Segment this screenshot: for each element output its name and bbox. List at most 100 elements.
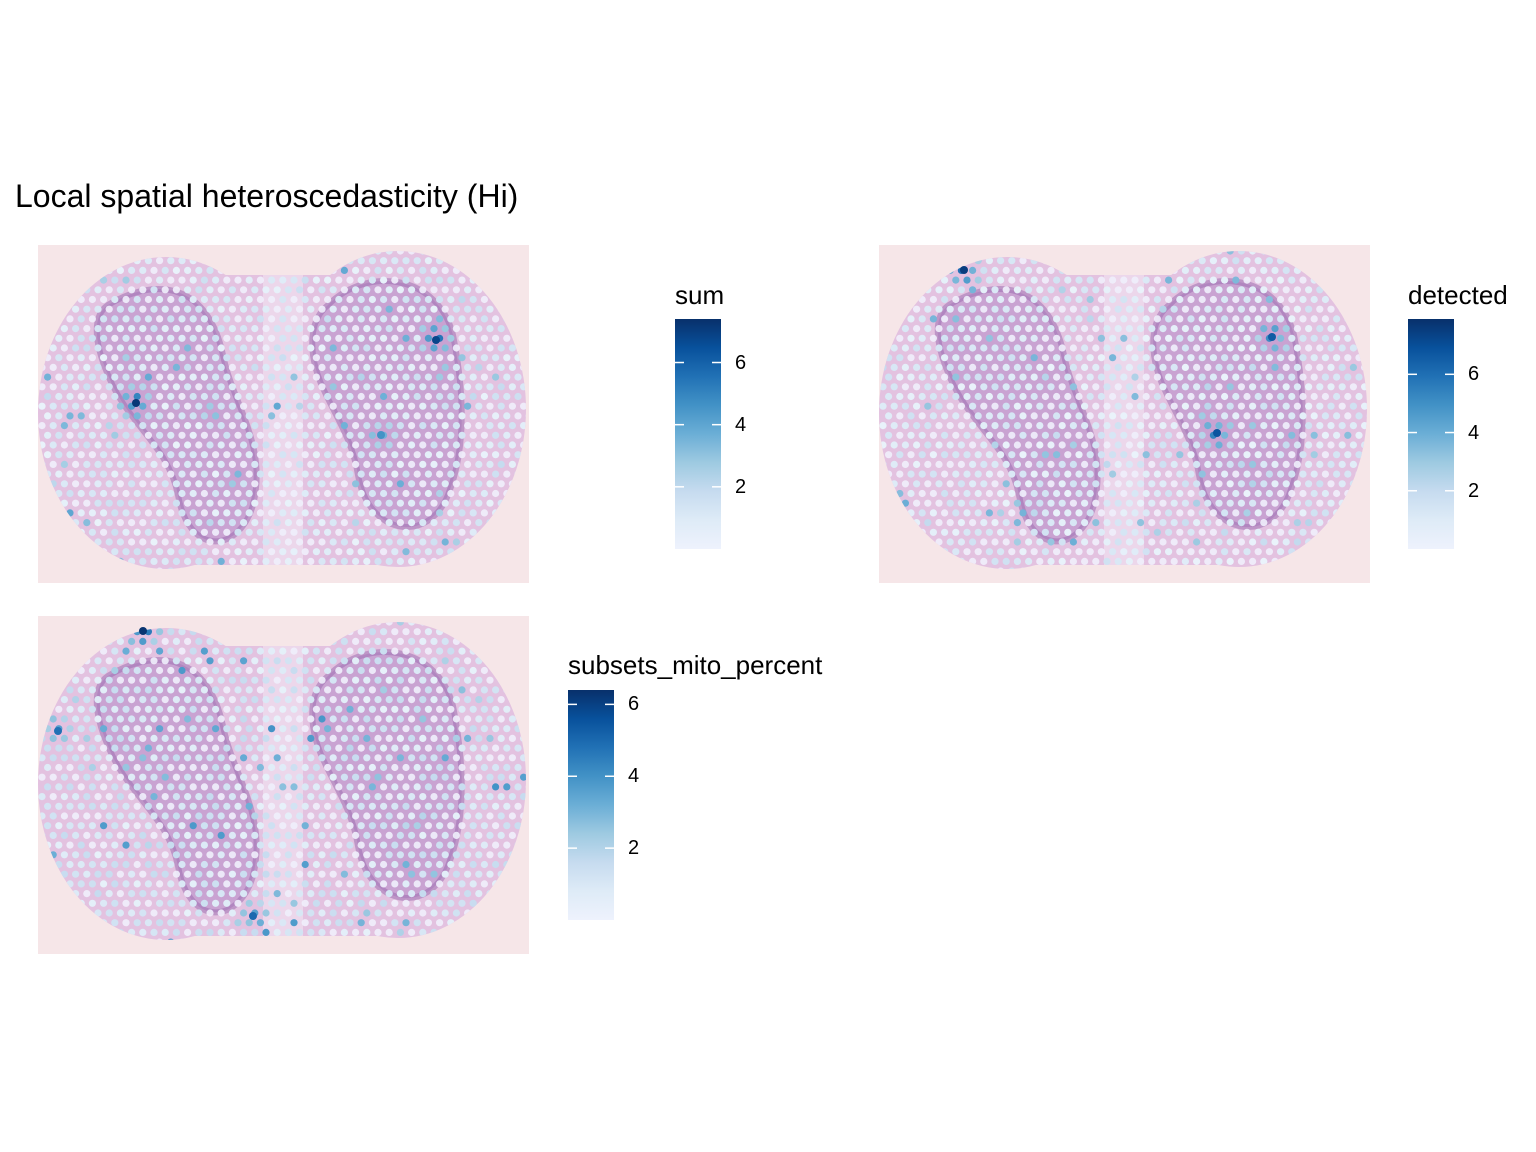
spot	[100, 841, 108, 849]
spot	[77, 392, 85, 401]
spot	[284, 402, 292, 410]
spot	[161, 441, 169, 449]
spot	[430, 305, 438, 313]
spot	[212, 763, 220, 772]
spot	[128, 909, 136, 917]
spot	[1086, 509, 1094, 517]
spot	[469, 744, 477, 752]
spot	[1221, 315, 1229, 323]
spot	[1254, 412, 1262, 420]
spot	[480, 860, 488, 869]
spot	[430, 851, 438, 859]
spot	[1013, 286, 1021, 294]
spot	[924, 441, 932, 449]
spot	[116, 441, 124, 449]
spot	[49, 460, 57, 468]
spot	[492, 354, 500, 362]
spot	[111, 315, 119, 323]
spot	[469, 451, 477, 459]
spot	[268, 919, 276, 927]
spot	[503, 412, 511, 420]
spot	[419, 928, 427, 936]
spot	[402, 548, 410, 556]
spot	[217, 754, 225, 762]
spot	[156, 470, 164, 478]
spot	[1030, 548, 1038, 556]
spot	[419, 657, 427, 665]
spot	[228, 696, 236, 704]
spot	[133, 744, 141, 752]
spot	[458, 880, 466, 888]
spot	[1215, 325, 1223, 333]
spot	[963, 412, 971, 420]
spot	[1081, 499, 1089, 507]
spot	[436, 705, 444, 713]
spot	[256, 783, 264, 791]
spot	[296, 715, 304, 723]
spot	[1355, 451, 1363, 459]
spot	[1310, 528, 1318, 536]
spot	[1165, 295, 1173, 304]
spot	[1232, 451, 1240, 459]
spot	[1103, 519, 1111, 527]
spot	[1260, 519, 1268, 527]
spot	[66, 705, 74, 713]
spot	[296, 773, 304, 781]
spot	[1131, 431, 1139, 439]
spot	[969, 286, 977, 294]
spot	[402, 431, 410, 439]
spot	[340, 402, 348, 410]
spot	[380, 802, 388, 810]
spot	[1125, 402, 1133, 410]
spot	[262, 831, 270, 839]
spot	[396, 754, 404, 762]
spot	[486, 870, 494, 878]
spot	[1069, 286, 1077, 294]
spot	[997, 548, 1005, 556]
spot	[396, 851, 404, 859]
spot	[279, 431, 287, 439]
spot	[94, 441, 102, 449]
spot	[94, 363, 102, 371]
spot	[985, 334, 993, 342]
spot	[335, 548, 343, 556]
spot	[77, 802, 85, 810]
spot	[273, 363, 281, 371]
spot	[430, 519, 438, 527]
spot	[1181, 286, 1189, 294]
spot	[458, 470, 466, 478]
spot	[335, 822, 343, 830]
spot	[273, 734, 281, 742]
spot	[1103, 499, 1111, 507]
spot	[195, 793, 203, 801]
spot	[1081, 344, 1089, 352]
spot	[991, 325, 999, 333]
spot	[111, 295, 119, 304]
spot	[206, 460, 214, 468]
spot	[419, 305, 427, 313]
spot	[402, 763, 410, 772]
spot	[1305, 422, 1313, 430]
spot	[991, 286, 999, 294]
spot	[88, 489, 96, 498]
spot	[413, 373, 421, 381]
spot	[1209, 354, 1217, 362]
spot	[172, 460, 180, 468]
spot	[212, 315, 220, 323]
spot	[307, 928, 315, 936]
spot	[452, 441, 460, 449]
spot	[946, 441, 954, 449]
spot	[200, 295, 208, 304]
spot	[312, 744, 320, 752]
spot	[486, 676, 494, 684]
spot	[1114, 325, 1122, 333]
spot	[1075, 509, 1083, 517]
spot	[122, 725, 130, 733]
spot	[184, 734, 192, 742]
spot	[1008, 334, 1016, 342]
spot	[1243, 392, 1251, 401]
spot	[363, 402, 371, 410]
spot	[385, 909, 393, 917]
spot	[178, 548, 186, 556]
spot	[55, 451, 63, 459]
